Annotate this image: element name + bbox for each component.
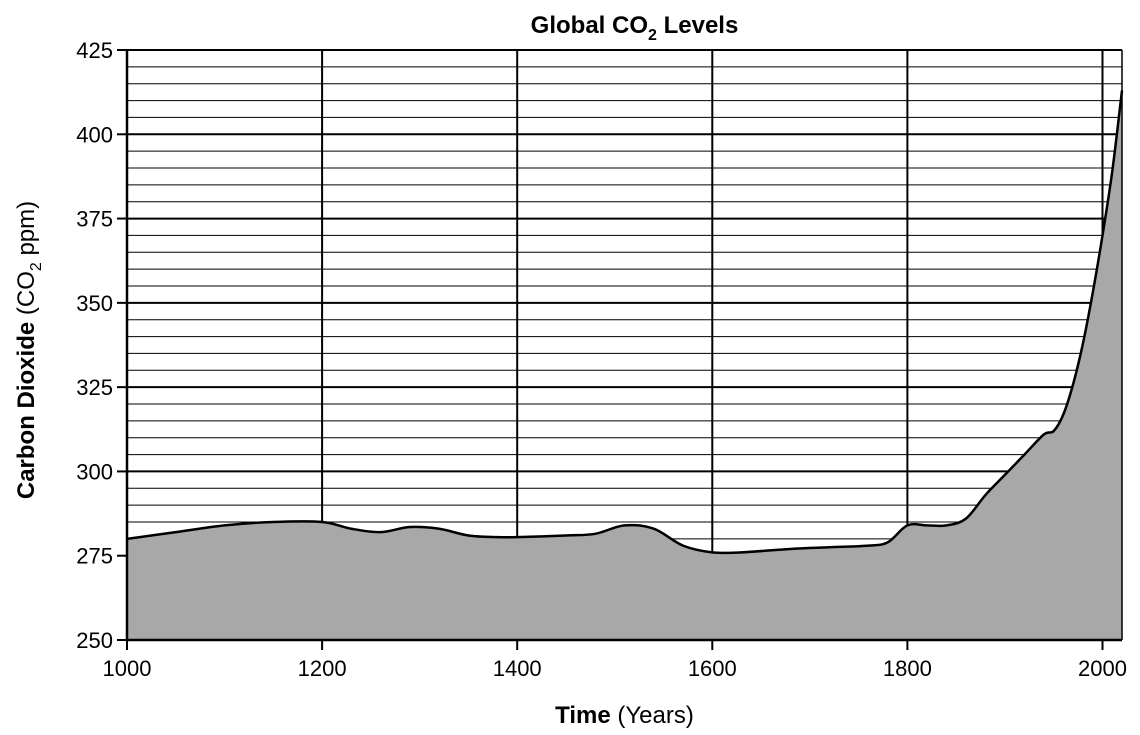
y-axis-title: Carbon Dioxide (CO2 ppm) xyxy=(13,201,45,499)
x-tick-label: 2000 xyxy=(1078,656,1127,681)
y-tick-label: 250 xyxy=(76,628,113,653)
y-axis-title-normal: ppm) xyxy=(13,201,40,262)
title-subscript: 2 xyxy=(648,27,657,44)
y-tick-label: 400 xyxy=(76,122,113,147)
y-tick-label: 300 xyxy=(76,459,113,484)
chart-title: Global CO2 Levels xyxy=(531,12,739,44)
x-tick-label: 1200 xyxy=(298,656,347,681)
y-axis-title-subscript: 2 xyxy=(28,262,45,271)
x-tick-label: 1400 xyxy=(493,656,542,681)
x-axis-title: Time (Years) xyxy=(555,702,694,729)
y-axis-title-bold: Carbon Dioxide xyxy=(13,322,40,499)
y-axis-title-normal: (CO xyxy=(13,271,40,322)
x-tick-label: 1000 xyxy=(103,656,152,681)
y-tick-label: 350 xyxy=(76,291,113,316)
tick-labels: 250 275 300 325 350 375 400 425 1000 1200 1400 1600… xyxy=(76,38,1127,681)
x-tick-label: 1600 xyxy=(688,656,737,681)
co2-area-fill xyxy=(127,90,1122,640)
co2-line xyxy=(126,90,1124,555)
y-tick-label: 275 xyxy=(76,544,113,569)
area-layer xyxy=(126,90,1124,640)
x-axis-title-normal: (Years) xyxy=(611,702,694,729)
x-axis-title-bold: Time xyxy=(555,702,611,729)
y-tick-label: 375 xyxy=(76,207,113,232)
title-text: Global CO xyxy=(531,12,648,39)
y-tick-label: 425 xyxy=(76,38,113,63)
y-tick-label: 325 xyxy=(76,375,113,400)
x-tick-label: 1800 xyxy=(883,656,932,681)
axes-layer xyxy=(117,49,1123,650)
title-text: Levels xyxy=(657,12,738,39)
